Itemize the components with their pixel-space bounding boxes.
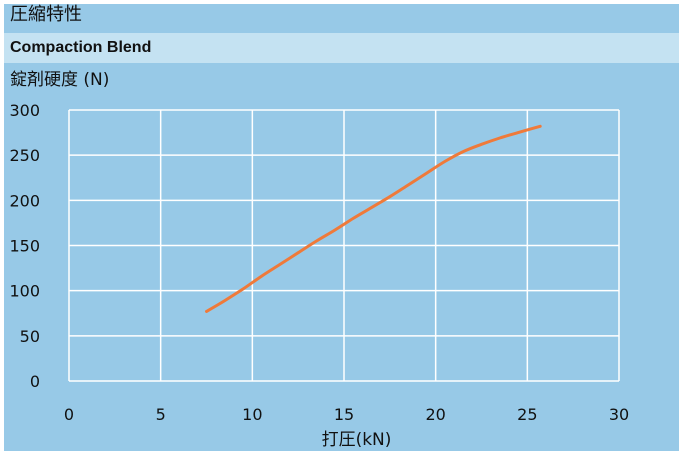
x-axis-label: 打圧(kN) xyxy=(321,430,392,450)
y-axis-label: 錠剤硬度 (N) xyxy=(10,70,110,90)
series-lines xyxy=(205,124,542,313)
subtitle-band xyxy=(4,33,679,63)
x-tick-label: 30 xyxy=(609,405,629,424)
x-tick-label: 25 xyxy=(517,405,537,424)
x-tick-label: 20 xyxy=(425,405,445,424)
x-tick-label: 15 xyxy=(334,405,354,424)
series-line xyxy=(205,124,542,313)
chart-title: 圧縮特性 xyxy=(10,4,82,25)
x-tick-label: 0 xyxy=(64,405,74,424)
chart-subtitle: Compaction Blend xyxy=(10,39,152,56)
grid-lines xyxy=(68,109,620,382)
y-tick-label: 250 xyxy=(9,146,40,165)
y-tick-label: 50 xyxy=(20,327,40,346)
y-tick-label: 300 xyxy=(9,101,40,120)
y-tick-label: 100 xyxy=(9,282,40,301)
y-tick-label: 0 xyxy=(30,372,40,391)
x-tick-labels: 0 5 10 15 20 25 30 xyxy=(64,405,629,424)
y-tick-label: 200 xyxy=(9,191,40,210)
x-tick-label: 5 xyxy=(156,405,166,424)
y-tick-labels: 0 50 100 150 200 250 300 xyxy=(9,101,40,391)
x-tick-label: 10 xyxy=(242,405,262,424)
y-tick-label: 150 xyxy=(9,237,40,256)
